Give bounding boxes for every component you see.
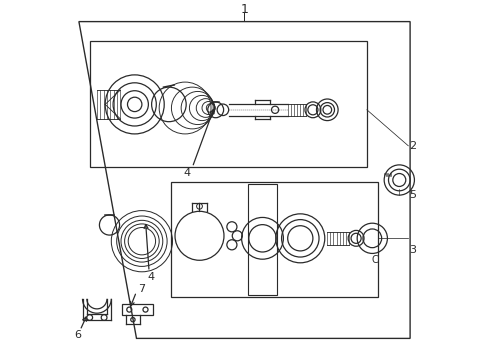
Text: 7: 7 <box>138 284 145 294</box>
Text: 3: 3 <box>408 245 416 255</box>
Text: 6: 6 <box>75 330 81 340</box>
Text: 1: 1 <box>240 3 248 15</box>
Text: 4: 4 <box>147 272 154 282</box>
Text: 2: 2 <box>408 141 416 151</box>
Text: 4: 4 <box>183 168 190 178</box>
Text: 5: 5 <box>408 190 416 200</box>
Text: C: C <box>371 255 377 265</box>
